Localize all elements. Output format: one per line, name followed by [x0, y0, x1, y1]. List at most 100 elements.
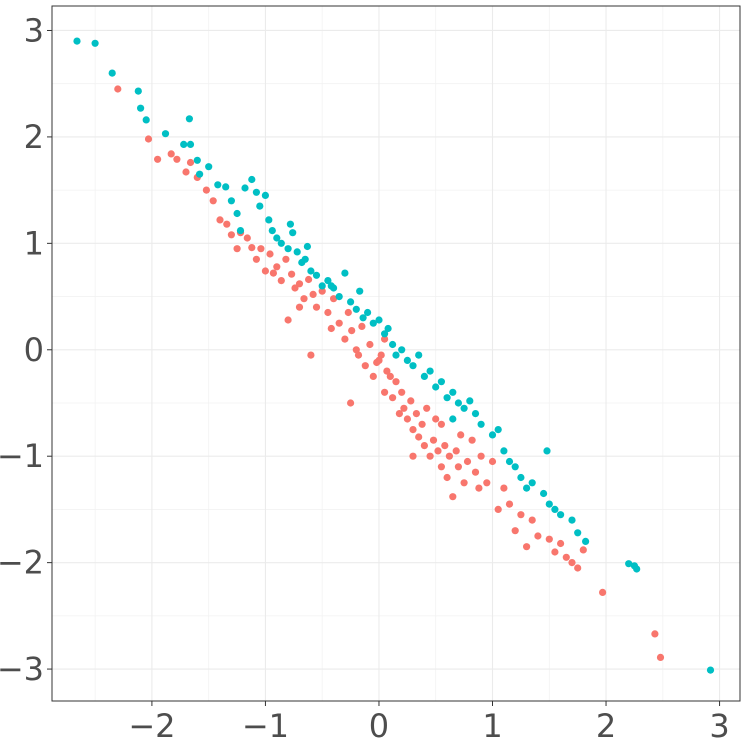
data-point — [471, 410, 480, 418]
data-point — [318, 287, 326, 295]
y-tick-label: 0 — [24, 331, 44, 369]
data-point — [324, 277, 332, 285]
data-point — [312, 303, 321, 311]
data-point — [214, 181, 222, 189]
data-point — [134, 87, 142, 95]
data-point — [241, 184, 249, 192]
data-point — [327, 324, 335, 333]
data-point — [633, 565, 641, 573]
x-tick-label: 3 — [709, 707, 729, 745]
data-point — [434, 447, 442, 455]
data-point — [303, 242, 311, 251]
data-point — [293, 248, 301, 256]
data-point — [452, 447, 460, 455]
data-point — [415, 433, 423, 441]
data-point — [384, 324, 392, 333]
data-point — [471, 468, 480, 476]
data-point — [409, 426, 417, 434]
data-point — [415, 351, 423, 359]
data-point — [359, 314, 367, 322]
data-point — [651, 630, 659, 638]
data-point — [261, 191, 269, 199]
data-point — [488, 431, 497, 439]
data-point — [517, 511, 525, 519]
data-point — [460, 479, 468, 487]
data-point — [354, 351, 363, 359]
data-point — [574, 529, 582, 537]
data-point — [483, 479, 491, 487]
data-point — [505, 457, 514, 466]
data-point — [625, 560, 633, 568]
data-point — [426, 367, 434, 375]
y-tick-label: −3 — [0, 650, 44, 688]
data-point — [551, 548, 559, 556]
y-axis: −3 −2 −1 0 1 2 3 — [0, 11, 52, 688]
data-point — [582, 537, 590, 546]
data-point — [286, 220, 294, 228]
data-point — [449, 493, 457, 501]
data-point — [361, 362, 369, 370]
data-point — [409, 452, 417, 460]
data-point — [557, 511, 565, 519]
data-point — [543, 447, 551, 455]
x-tick-label: −2 — [128, 707, 175, 745]
data-point — [309, 290, 317, 298]
data-point — [545, 535, 553, 543]
data-point — [403, 415, 411, 423]
data-point — [429, 436, 438, 444]
data-point — [475, 484, 483, 492]
data-point — [312, 271, 321, 279]
data-point — [400, 404, 408, 412]
data-point — [477, 452, 485, 460]
data-point — [295, 303, 304, 311]
data-point — [528, 516, 536, 524]
data-point — [327, 282, 335, 290]
data-point — [182, 168, 190, 176]
data-point — [426, 452, 434, 460]
data-point — [185, 115, 193, 123]
data-point — [437, 463, 445, 471]
x-axis: −2 −1 0 1 2 3 — [128, 701, 730, 745]
data-point — [511, 527, 519, 535]
data-point — [466, 397, 474, 405]
data-point — [395, 410, 403, 418]
data-point — [364, 308, 372, 317]
data-point — [248, 244, 256, 252]
data-point — [460, 404, 468, 412]
data-point — [403, 356, 411, 364]
minor-gridlines — [52, 6, 740, 701]
data-point — [494, 426, 502, 434]
data-point — [441, 442, 449, 450]
data-point — [383, 367, 391, 375]
data-point — [500, 447, 508, 455]
data-point — [252, 255, 260, 263]
y-tick-label: −2 — [0, 544, 44, 582]
y-tick-label: 1 — [24, 224, 44, 262]
x-tick-label: 0 — [369, 707, 389, 745]
data-point — [180, 140, 188, 148]
data-point — [352, 305, 360, 313]
series-red-points — [114, 85, 665, 662]
data-point — [91, 39, 99, 47]
data-point — [344, 308, 352, 317]
data-point — [318, 282, 326, 290]
data-point — [706, 666, 715, 674]
data-point — [494, 505, 502, 513]
data-point — [335, 293, 343, 301]
data-point — [307, 267, 315, 275]
data-point — [389, 394, 397, 402]
data-point — [216, 216, 224, 224]
data-point — [252, 188, 260, 196]
data-point — [73, 37, 81, 45]
data-point — [307, 351, 315, 359]
data-point — [398, 346, 406, 354]
data-point — [341, 335, 349, 343]
y-tick-label: 3 — [24, 11, 44, 49]
data-point — [420, 372, 428, 380]
data-point — [154, 155, 162, 163]
data-point — [389, 340, 397, 349]
data-point — [202, 186, 210, 194]
data-point — [477, 420, 485, 428]
data-point — [449, 415, 457, 423]
